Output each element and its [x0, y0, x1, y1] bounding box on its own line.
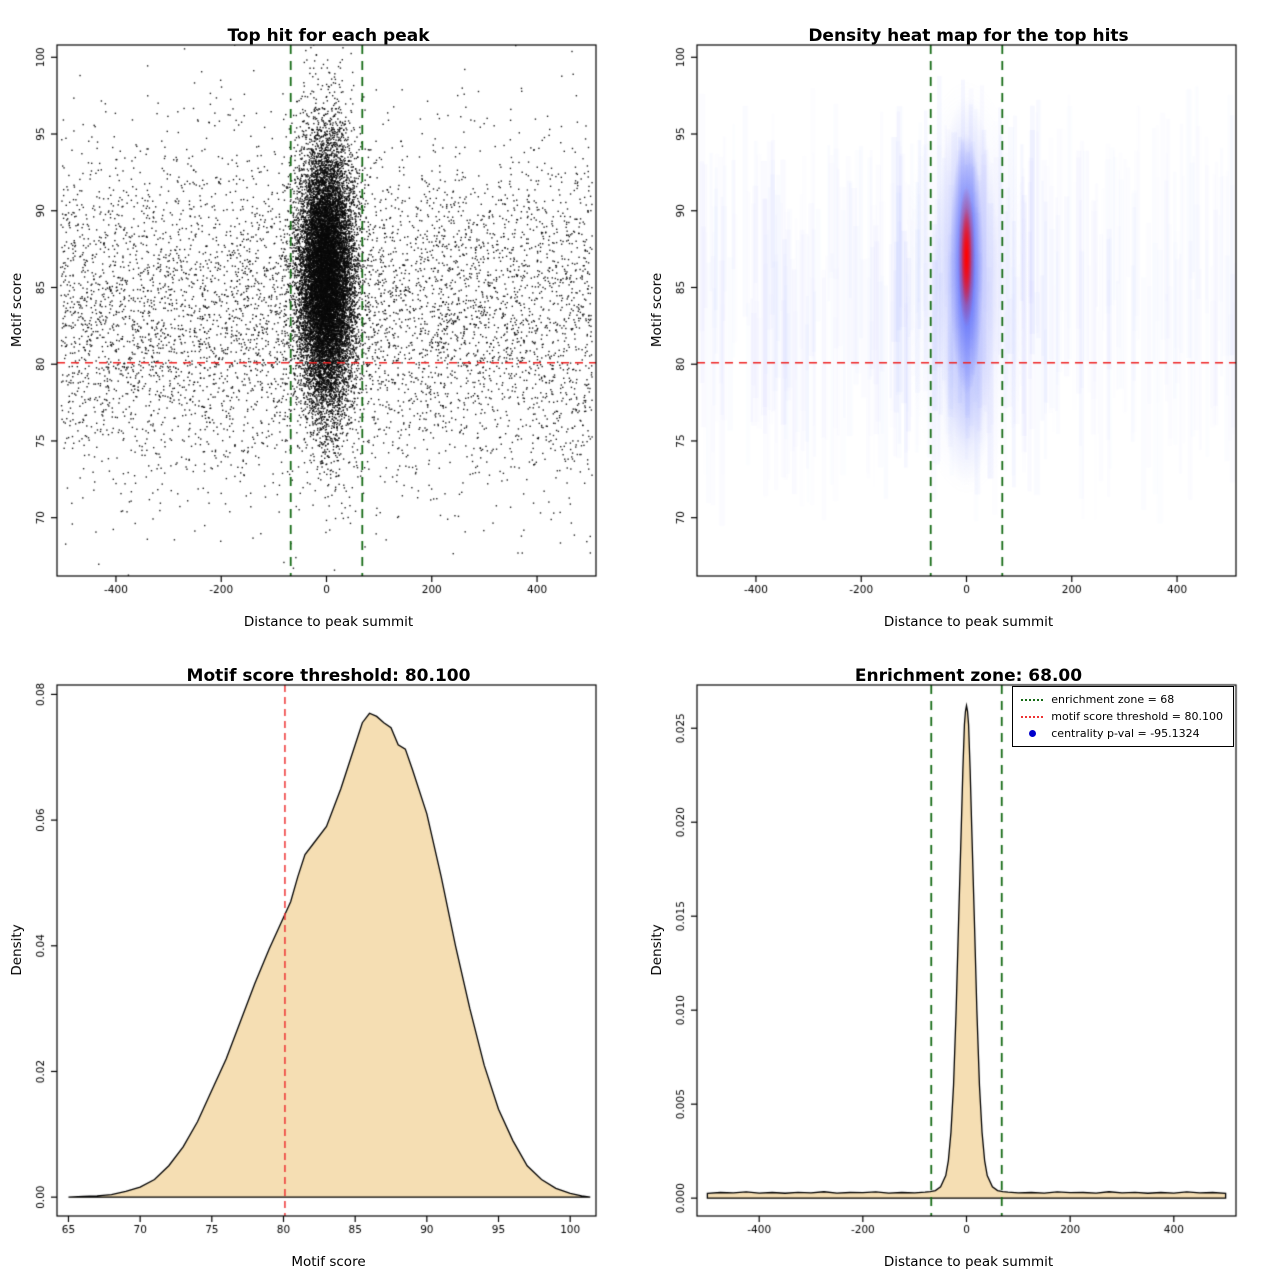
y-axis-label: Motif score — [9, 272, 25, 348]
y-axis-label: Motif score — [649, 272, 665, 348]
legend-dotted-line-marker — [1020, 698, 1044, 701]
plot-legend: enrichment zone = 68 motif score threshol… — [1012, 686, 1234, 747]
legend-label: motif score threshold = 80.100 — [1051, 710, 1223, 723]
x-axis-label: Distance to peak summit — [243, 614, 414, 630]
density-plot-canvas — [0, 640, 640, 1280]
y-axis-label: Density — [649, 924, 665, 976]
legend-dot-marker — [1020, 730, 1044, 737]
panel-top-hit-scatter: Top hit for each peak Distance to peak s… — [0, 0, 640, 640]
scatter-plot-canvas — [0, 0, 640, 640]
x-axis-label: Distance to peak summit — [883, 1254, 1054, 1270]
legend-entry: motif score threshold = 80.100 — [1020, 710, 1223, 723]
panel-title: Top hit for each peak — [227, 26, 430, 47]
legend-label: centrality p-val = -95.1324 — [1051, 727, 1200, 740]
x-axis-label: Distance to peak summit — [883, 614, 1054, 630]
heatmap-plot-canvas — [640, 0, 1280, 640]
panel-title: Enrichment zone: 68.00 — [854, 666, 1083, 687]
legend-entry: centrality p-val = -95.1324 — [1020, 727, 1223, 740]
panel-density-heatmap: Density heat map for the top hits Distan… — [640, 0, 1280, 640]
legend-entry: enrichment zone = 68 — [1020, 693, 1223, 706]
legend-dotted-line-marker — [1020, 715, 1044, 718]
x-axis-label: Motif score — [291, 1254, 366, 1270]
legend-label: enrichment zone = 68 — [1051, 693, 1175, 706]
panel-enrichment-zone-density: Enrichment zone: 68.00 Distance to peak … — [640, 640, 1280, 1280]
panel-title: Motif score threshold: 80.100 — [186, 666, 471, 687]
panel-title: Density heat map for the top hits — [808, 26, 1129, 47]
y-axis-label: Density — [9, 924, 25, 976]
panel-motif-score-density: Motif score threshold: 80.100 Motif scor… — [0, 640, 640, 1280]
